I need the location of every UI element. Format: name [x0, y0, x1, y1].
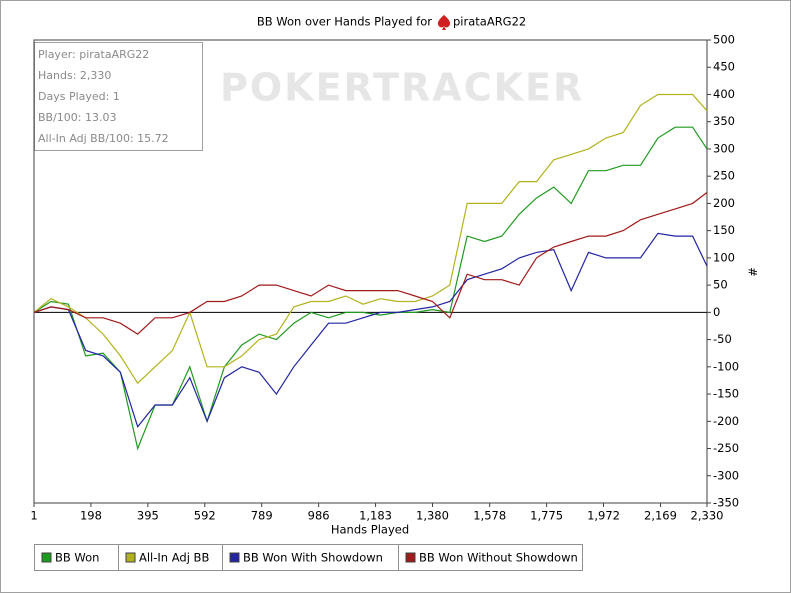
legend-label: BB Won With Showdown: [243, 551, 383, 565]
legend-swatch: [229, 552, 240, 563]
series-line: [33, 126, 708, 451]
series-line: [33, 232, 708, 428]
x-tick-label: 198: [80, 509, 102, 523]
y-tick-label: -200: [713, 414, 739, 428]
legend-label: BB Won: [55, 551, 99, 565]
watermark: POKERTRACKER: [220, 66, 584, 110]
info-line: BB/100: 13.03: [38, 111, 117, 124]
legend-swatch: [41, 552, 52, 563]
y-tick-label: 300: [713, 141, 735, 155]
x-tick-label: 1: [30, 509, 37, 523]
info-line: Days Played: 1: [38, 90, 120, 103]
y-tick-label: 200: [713, 196, 735, 210]
y-tick-label: 350: [713, 114, 735, 128]
y-tick-label: 400: [713, 87, 735, 101]
legend-swatch: [405, 552, 416, 563]
x-tick-label: 1,183: [359, 509, 392, 523]
info-line: All-In Adj BB/100: 15.72: [38, 132, 169, 145]
player-icon: [437, 15, 451, 30]
y-tick-label: -150: [713, 387, 739, 401]
x-tick-label: 2,169: [644, 509, 677, 523]
y-tick-label: 500: [713, 33, 735, 47]
y-tick-label: 50: [713, 278, 728, 292]
x-tick-label: 395: [137, 509, 159, 523]
x-tick-label: 986: [308, 509, 330, 523]
y-tick-label: -250: [713, 441, 739, 455]
info-box: Player: pirataARG22 Hands: 2,330 Days Play…: [34, 42, 203, 151]
player-name: pirataARG22: [453, 15, 526, 29]
legend-label: BB Won Without Showdown: [419, 551, 578, 565]
y-tick-label: -100: [713, 359, 739, 373]
legend-swatch: [125, 552, 136, 563]
info-frame: [34, 42, 203, 151]
x-axis-label: Hands Played: [331, 523, 409, 537]
y-tick-label: 250: [713, 169, 735, 183]
x-tick-label: 1,380: [416, 509, 449, 523]
y-tick-label: 100: [713, 250, 735, 264]
series-line: [33, 192, 708, 335]
y-tick-label: 150: [713, 223, 735, 237]
x-tick-label: 1,972: [587, 509, 620, 523]
info-line: Player: pirataARG22: [38, 48, 149, 61]
y-tick-label: -350: [713, 496, 739, 510]
y-tick-label: -300: [713, 468, 739, 482]
y-tick-label: 0: [713, 305, 720, 319]
chart-title: BB Won over Hands Played for: [257, 15, 432, 29]
info-line: Hands: 2,330: [38, 69, 111, 82]
y-tick-label: 450: [713, 60, 735, 74]
plot-frame: [33, 39, 708, 504]
y-tick-label: -50: [713, 332, 732, 346]
legend-label: All-In Adj BB: [139, 551, 209, 565]
y-axis-label: #: [746, 267, 760, 277]
x-tick-label: 2,330: [691, 509, 724, 523]
x-tick-label: 789: [251, 509, 273, 523]
x-tick-label: 1,775: [530, 509, 563, 523]
series-line: [33, 93, 708, 385]
x-tick-label: 592: [194, 509, 216, 523]
x-tick-label: 1,578: [473, 509, 506, 523]
